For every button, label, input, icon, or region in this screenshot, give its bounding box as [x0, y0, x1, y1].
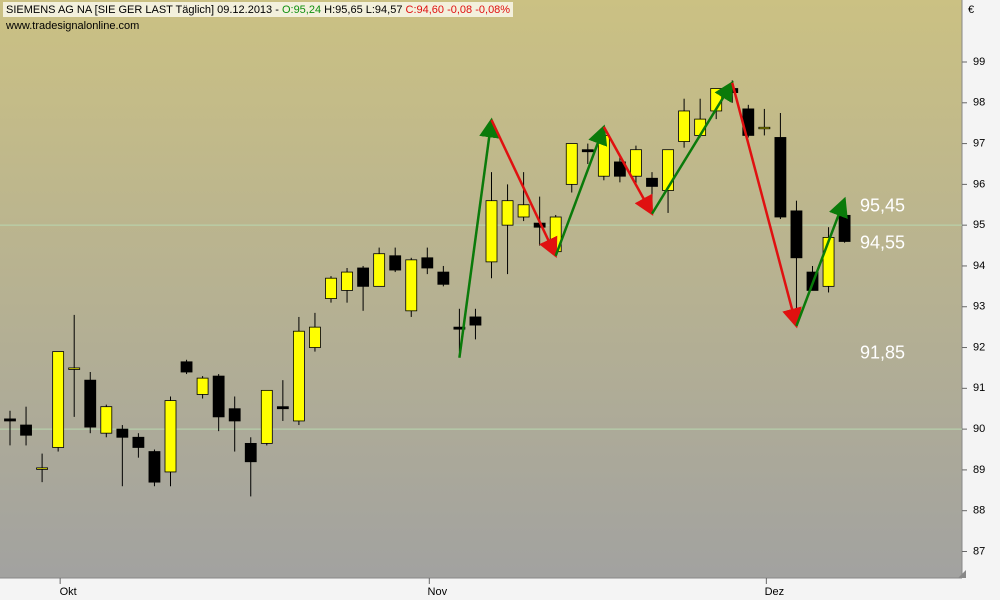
- candle-body: [565, 143, 578, 185]
- header-open: O:95,24: [282, 4, 321, 16]
- trend-arrow: [731, 82, 802, 329]
- candle-body: [68, 367, 81, 370]
- y-tick-label: 99: [973, 56, 985, 68]
- candle-body: [614, 161, 626, 177]
- y-tick-label: 98: [973, 97, 985, 109]
- candle-body: [132, 436, 145, 448]
- y-tick-label: 88: [973, 505, 985, 517]
- candle-body: [646, 177, 658, 187]
- candle-body: [292, 330, 305, 422]
- currency: €: [968, 4, 974, 16]
- candle-body: [405, 259, 418, 312]
- candle-body: [822, 237, 835, 287]
- candle-body: [389, 255, 402, 271]
- candle-body: [36, 467, 48, 470]
- candle-body: [212, 375, 225, 418]
- x-tick-label: Okt: [60, 586, 77, 598]
- candle-body: [373, 253, 386, 287]
- trend-arrow: [490, 119, 558, 259]
- candle-body: [421, 257, 434, 269]
- candle-body: [678, 110, 690, 142]
- candle-body: [485, 200, 498, 263]
- candle-body: [501, 200, 514, 226]
- x-tick-label: Dez: [765, 586, 785, 598]
- candle-body: [469, 316, 482, 326]
- candle-body: [100, 406, 113, 434]
- candle-body: [84, 379, 97, 428]
- x-tick-label: Nov: [428, 586, 448, 598]
- candle-body: [196, 377, 209, 395]
- candle-body: [453, 326, 466, 330]
- watermark: www.tradesignalonline.com: [5, 20, 139, 32]
- candle-body: [228, 408, 241, 422]
- level-label: 94,55: [860, 232, 905, 252]
- candle-body: [597, 135, 610, 177]
- candle-body: [276, 406, 289, 410]
- candle-body: [244, 442, 257, 463]
- y-tick-label: 97: [973, 137, 985, 149]
- header-name: SIEMENS AG NA [SIE GER LAST Täglich] 09.…: [6, 4, 279, 16]
- y-tick-label: 90: [973, 423, 985, 435]
- candle-body: [790, 210, 803, 259]
- y-tick-label: 93: [973, 301, 985, 313]
- level-label: 95,45: [860, 196, 905, 216]
- trend-arrow: [795, 196, 848, 327]
- level-label: 91,85: [860, 342, 905, 362]
- layer: 87 88 89 90 91 92 93 94 95 96 97 98 99 Okt Nov Dez 95,45…: [0, 56, 985, 598]
- candle-body: [581, 149, 594, 153]
- candle-body: [148, 451, 161, 483]
- candle-body: [164, 400, 177, 473]
- header-high: H:95,65: [324, 4, 363, 16]
- candle-body: [630, 149, 642, 177]
- candle-body: [4, 418, 16, 422]
- candle-body: [116, 428, 129, 438]
- header-low: L:94,57: [366, 4, 403, 16]
- candle-body: [309, 326, 321, 348]
- trend-arrow: [458, 117, 500, 358]
- y-tick-label: 87: [973, 545, 985, 557]
- header-close: C:94,60 -0,08 -0,08%: [406, 4, 511, 16]
- header-box: [3, 2, 513, 17]
- candle-body: [437, 271, 450, 285]
- trend-arrow: [602, 126, 654, 216]
- candle-body: [517, 204, 530, 218]
- candle-body: [758, 126, 771, 130]
- header: SIEMENS AG NA [SIE GER LAST Täglich] 09.…: [6, 4, 510, 16]
- y-tick-label: 95: [973, 219, 985, 231]
- candle-body: [325, 277, 337, 299]
- trend-arrow: [554, 124, 608, 257]
- candle-body: [774, 137, 787, 218]
- candle-body: [260, 389, 273, 444]
- y-tick-label: 94: [973, 260, 985, 272]
- candle-body: [20, 424, 32, 436]
- y-tick-label: 92: [973, 341, 985, 353]
- candle-body: [357, 267, 370, 287]
- corner-icon: [958, 570, 966, 578]
- candle-body: [838, 214, 851, 242]
- candle-body: [341, 271, 353, 291]
- candle-body: [662, 149, 674, 191]
- trend-arrow: [650, 80, 734, 215]
- y-tick-label: 89: [973, 464, 985, 476]
- candle-body: [180, 361, 193, 373]
- y-tick-label: 91: [973, 382, 985, 394]
- y-tick-label: 96: [973, 178, 985, 190]
- candle-body: [52, 351, 65, 448]
